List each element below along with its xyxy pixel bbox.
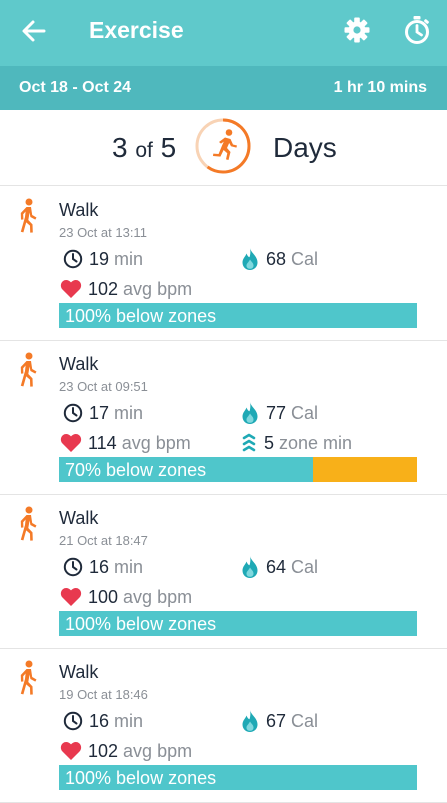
- total-time: 1 hr 10 mins: [333, 79, 427, 96]
- calories-unit: Cal: [291, 710, 319, 731]
- clock-icon: [63, 403, 83, 423]
- duration-value: 16: [89, 710, 110, 731]
- duration-value: 17: [89, 402, 110, 423]
- heart-rate-stat: 102 avg bpm: [60, 277, 192, 301]
- heart-rate-stat: 114 avg bpm: [60, 431, 191, 455]
- days-progress-ring: [195, 118, 251, 174]
- below-zone-fill: [59, 611, 417, 636]
- flame-icon: [242, 248, 258, 270]
- calories-value: 77: [266, 402, 287, 423]
- below-zone-fill: [59, 765, 417, 790]
- days-summary: 3 of 5 Days: [0, 110, 447, 186]
- bpm-unit: avg bpm: [123, 586, 193, 607]
- gear-icon[interactable]: [344, 17, 370, 43]
- duration-unit: min: [114, 248, 144, 269]
- bpm-value: 100: [88, 586, 119, 607]
- duration-unit: min: [114, 556, 144, 577]
- exercise-name: Walk: [59, 354, 99, 374]
- bpm-value: 102: [88, 740, 119, 761]
- days-done: 3: [112, 132, 128, 163]
- heart-icon: [60, 587, 82, 606]
- clock-icon: [63, 557, 83, 577]
- heart-rate-stat: 100 avg bpm: [60, 585, 192, 609]
- flame-icon: [242, 556, 258, 578]
- zone-minutes-value: 5: [264, 432, 275, 453]
- page-title: Exercise: [89, 17, 184, 43]
- calories-stat: 68 Cal: [240, 247, 318, 271]
- calories-unit: Cal: [291, 248, 319, 269]
- exercise-card[interactable]: Walk 23 Oct at 09:51 17 min 77 Cal 114 a…: [0, 340, 447, 495]
- calories-value: 68: [266, 248, 287, 269]
- walking-person-icon: [20, 506, 37, 541]
- duration-unit: min: [114, 402, 144, 423]
- exercise-name: Walk: [59, 662, 99, 682]
- of-label: of: [135, 139, 153, 162]
- bpm-value: 102: [88, 278, 119, 299]
- stopwatch-icon[interactable]: [403, 15, 431, 45]
- heart-zone-bar: 100% below zones: [59, 765, 417, 790]
- app-bar: Exercise: [0, 0, 447, 66]
- zone-bar-label: 100% below zones: [65, 614, 217, 634]
- clock-icon: [63, 711, 83, 731]
- exercise-card[interactable]: Walk 21 Oct at 18:47 16 min 64 Cal 100 a…: [0, 494, 447, 649]
- date-range-bar: Oct 18 - Oct 24 1 hr 10 mins: [0, 66, 447, 110]
- calories-unit: Cal: [291, 556, 319, 577]
- days-count: 3 of 5: [112, 132, 176, 164]
- below-zone-fill: [59, 303, 417, 328]
- calories-stat: 67 Cal: [240, 709, 318, 733]
- zone-minutes-icon: [242, 433, 256, 452]
- duration-stat: 17 min: [63, 401, 143, 425]
- running-person-icon: [213, 129, 237, 160]
- heart-zone-bar: 100% below zones: [59, 303, 417, 328]
- zone-minutes-unit: zone min: [279, 432, 353, 453]
- days-goal: 5: [160, 132, 177, 163]
- bpm-unit: avg bpm: [123, 278, 193, 299]
- exercise-card[interactable]: Walk 23 Oct at 13:11 19 min 68 Cal 102 a…: [0, 186, 447, 341]
- calories-stat: 77 Cal: [240, 401, 318, 425]
- heart-zone-bar: 100% below zones: [59, 611, 417, 636]
- duration-unit: min: [114, 710, 144, 731]
- walking-person-icon: [20, 352, 37, 387]
- heart-zone-bar: 70% below zones: [59, 457, 417, 482]
- zone-bar-label: 100% below zones: [65, 768, 217, 788]
- days-label: Days: [273, 132, 337, 163]
- clock-icon: [63, 249, 83, 269]
- zone-bar-label: 70% below zones: [65, 460, 207, 480]
- exercise-name: Walk: [59, 508, 99, 528]
- calories-stat: 64 Cal: [240, 555, 318, 579]
- below-zone-fill: [59, 457, 314, 482]
- arrow-left-icon[interactable]: [20, 17, 48, 45]
- date-range: Oct 18 - Oct 24: [19, 79, 132, 96]
- zone-minutes-stat: 5 zone min: [240, 431, 352, 455]
- exercise-date: 21 Oct at 18:47: [59, 533, 148, 548]
- exercise-date: 19 Oct at 18:46: [59, 687, 148, 702]
- flame-icon: [242, 402, 258, 424]
- calories-value: 67: [266, 710, 287, 731]
- walking-person-icon: [20, 660, 37, 695]
- calories-value: 64: [266, 556, 287, 577]
- calories-unit: Cal: [291, 402, 319, 423]
- exercise-date: 23 Oct at 09:51: [59, 379, 148, 394]
- flame-icon: [242, 710, 258, 732]
- duration-value: 16: [89, 556, 110, 577]
- bpm-value: 114: [88, 432, 117, 453]
- duration-stat: 16 min: [63, 709, 143, 733]
- heart-icon: [60, 741, 82, 760]
- exercise-name: Walk: [59, 200, 99, 220]
- duration-value: 19: [89, 248, 110, 269]
- heart-icon: [60, 433, 82, 452]
- bpm-unit: avg bpm: [123, 740, 193, 761]
- bpm-unit: avg bpm: [121, 432, 191, 453]
- heart-icon: [60, 279, 82, 298]
- exercise-date: 23 Oct at 13:11: [59, 225, 147, 240]
- exercise-card[interactable]: Walk 19 Oct at 18:46 16 min 67 Cal 102 a…: [0, 648, 447, 803]
- duration-stat: 16 min: [63, 555, 143, 579]
- heart-rate-stat: 102 avg bpm: [60, 739, 192, 763]
- duration-stat: 19 min: [63, 247, 143, 271]
- zone-bar-label: 100% below zones: [65, 306, 217, 326]
- walking-person-icon: [20, 198, 37, 233]
